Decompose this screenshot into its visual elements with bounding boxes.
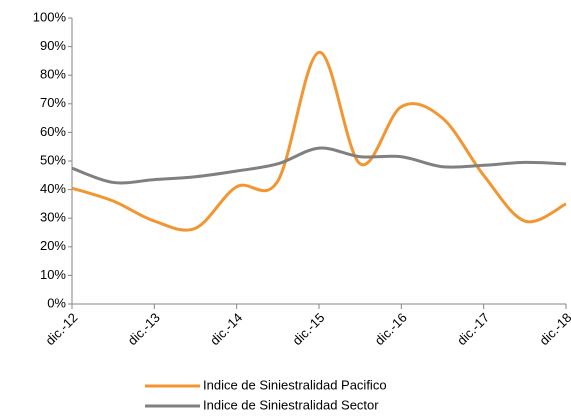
y-tick-label: 60% bbox=[40, 124, 66, 139]
y-tick-label: 30% bbox=[40, 210, 66, 225]
y-tick-label: 90% bbox=[40, 38, 66, 53]
x-tick-label: dic.-13 bbox=[125, 310, 163, 348]
y-tick-label: 80% bbox=[40, 67, 66, 82]
y-tick-label: 100% bbox=[33, 9, 67, 24]
y-tick-label: 70% bbox=[40, 95, 66, 110]
y-tick-label: 50% bbox=[40, 152, 66, 167]
y-tick-label: 40% bbox=[40, 181, 66, 196]
x-tick-label: dic.-17 bbox=[454, 310, 492, 348]
y-tick-label: 0% bbox=[47, 295, 66, 310]
y-tick-label: 20% bbox=[40, 238, 66, 253]
series-line bbox=[71, 50, 567, 232]
x-tick-label: dic.-16 bbox=[372, 310, 410, 348]
legend-label: Indice de Siniestralidad Sector bbox=[203, 397, 379, 412]
legend-label: Indice de Siniestralidad Pacifico bbox=[203, 377, 387, 392]
x-tick-label: dic.-15 bbox=[289, 310, 327, 348]
y-tick-label: 10% bbox=[40, 267, 66, 282]
series-line bbox=[71, 146, 567, 185]
x-tick-label: dic.-14 bbox=[207, 310, 245, 348]
x-tick-label: dic.-12 bbox=[42, 310, 80, 348]
x-tick-label: dic.-18 bbox=[536, 310, 571, 348]
